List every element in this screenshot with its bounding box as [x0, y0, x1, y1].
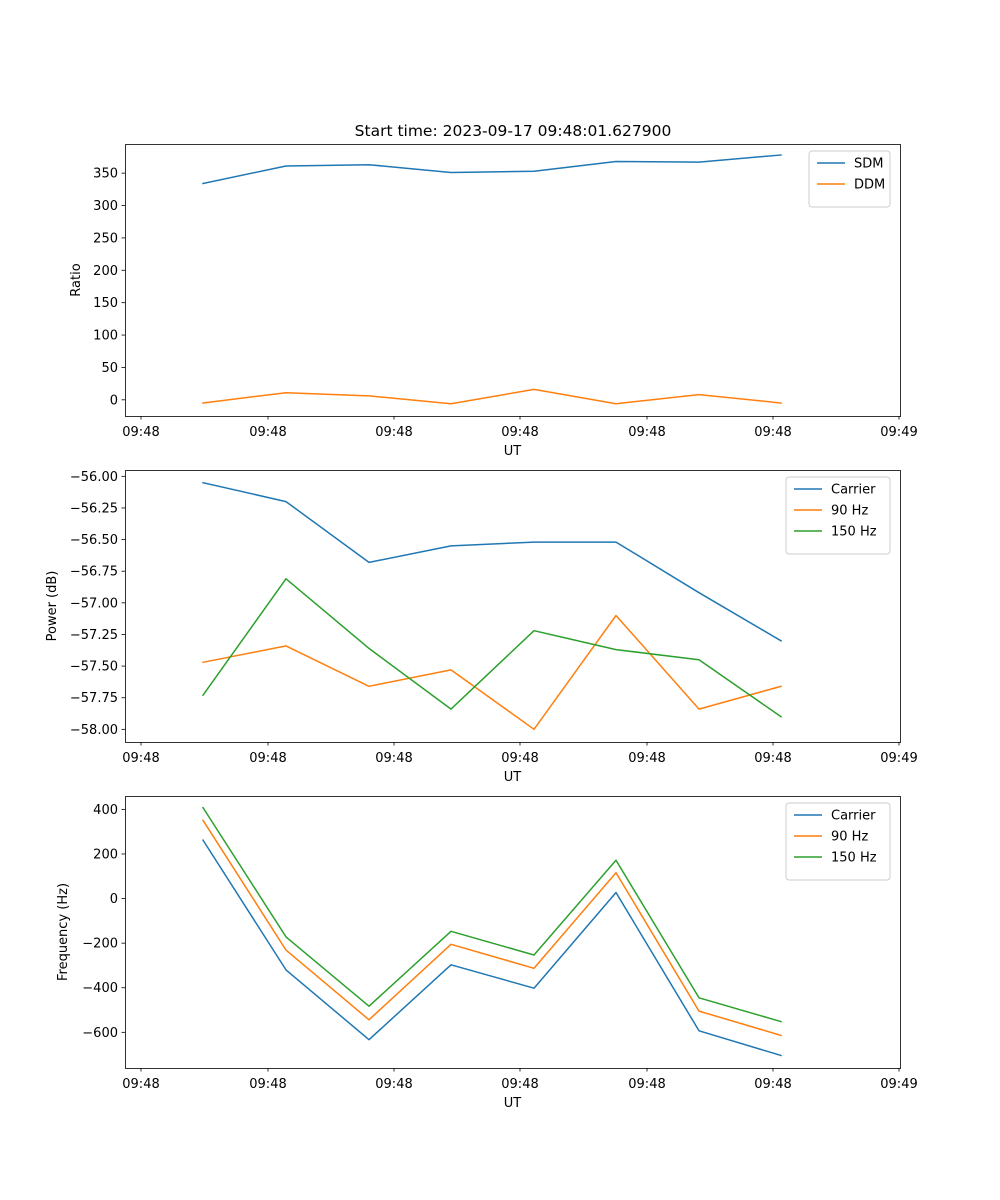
plots-group: 0 50 100 150 200 250 300 350 09:48 09:48 09:48 09:4… — [45, 144, 918, 1111]
series-line-ddm — [202, 388, 782, 405]
y-tick-label: 350 — [93, 167, 118, 182]
x-tick-label: 09:49 — [880, 751, 917, 766]
x-tick-label: 09:48 — [375, 425, 412, 440]
y-tick-label: 200 — [93, 847, 118, 862]
x-tick-label: 09:48 — [754, 751, 791, 766]
y-tick-label: −56.00 — [70, 470, 118, 485]
legend: SDM DDM — [808, 150, 891, 208]
x-axis-label: UT — [504, 1096, 522, 1111]
y-tick-label: −600 — [82, 1026, 118, 1041]
x-tick-label: 09:48 — [628, 751, 665, 766]
x-tick-label: 09:48 — [249, 425, 286, 440]
x-tick-label: 09:48 — [754, 425, 791, 440]
x-tick-label: 09:48 — [501, 1077, 538, 1092]
y-axis-label: Frequency (Hz) — [56, 883, 71, 981]
y-tick-label: −200 — [82, 937, 118, 952]
legend-label: Carrier — [831, 483, 876, 498]
y-axis-label: Ratio — [69, 263, 84, 296]
y-tick-label: −57.50 — [70, 660, 118, 675]
y-axis-label: Power (dB) — [45, 571, 60, 642]
legend-label: SDM — [854, 157, 883, 172]
chart-panel-2: −58.00 −57.75 −57.50 −57.25 −57.00 −56.75 −56.… — [45, 470, 918, 785]
x-tick-label: 09:48 — [375, 1077, 412, 1092]
x-tick-label: 09:48 — [249, 751, 286, 766]
y-tick-label: −57.75 — [70, 691, 118, 706]
y-tick-label: −400 — [82, 981, 118, 996]
x-tick-label: 09:49 — [880, 1077, 917, 1092]
chart-panel-3: −600 −400 −200 0 200 400 09:48 09:48 09:48 09:48 0… — [56, 796, 918, 1111]
x-axis-label: UT — [504, 770, 522, 785]
y-tick-label: 200 — [93, 264, 118, 279]
legend-box — [808, 150, 891, 208]
x-tick-label: 09:49 — [880, 425, 917, 440]
series-line-90-hz — [201, 819, 782, 1037]
x-axis-label: UT — [504, 444, 522, 459]
legend-label: 150 Hz — [831, 851, 877, 866]
chart-panel-1: 0 50 100 150 200 250 300 350 09:48 09:48 09:48 09:4… — [69, 144, 918, 459]
plot-frame — [125, 470, 901, 743]
y-tick-label: 150 — [93, 296, 118, 311]
y-tick-label: −56.25 — [70, 501, 118, 516]
y-tick-label: 300 — [93, 199, 118, 214]
x-tick-label: 09:48 — [249, 1077, 286, 1092]
y-tick-label: 50 — [101, 361, 118, 376]
y-tick-label: −58.00 — [70, 723, 118, 738]
legend: Carrier 90 Hz 150 Hz — [785, 476, 891, 555]
x-tick-label: 09:48 — [122, 425, 159, 440]
legend-label: 90 Hz — [831, 830, 868, 845]
series-line-sdm — [202, 154, 782, 185]
series-line-150-hz — [201, 578, 783, 718]
plot-frame — [125, 144, 901, 417]
y-tick-label: 400 — [93, 803, 118, 818]
plot-frame — [125, 796, 901, 1069]
y-tick-label: 250 — [93, 231, 118, 246]
y-tick-label: −57.25 — [70, 628, 118, 643]
series-line-carrier — [201, 839, 782, 1057]
legend: Carrier 90 Hz 150 Hz — [785, 802, 891, 881]
x-tick-label: 09:48 — [501, 751, 538, 766]
x-tick-label: 09:48 — [628, 1077, 665, 1092]
figure-title: Start time: 2023-09-17 09:48:01.627900 — [355, 122, 672, 140]
legend-box — [785, 476, 891, 555]
series-line-90-hz — [202, 614, 782, 731]
legend-box — [785, 802, 891, 881]
series-line-carrier — [202, 481, 783, 642]
legend-label: 90 Hz — [831, 504, 868, 519]
legend-label: DDM — [854, 178, 885, 193]
y-tick-label: 100 — [93, 329, 118, 344]
x-tick-label: 09:48 — [754, 1077, 791, 1092]
y-tick-label: 0 — [110, 393, 118, 408]
x-tick-label: 09:48 — [628, 425, 665, 440]
y-tick-label: 0 — [110, 892, 118, 907]
x-tick-label: 09:48 — [501, 425, 538, 440]
y-tick-label: −56.75 — [70, 565, 118, 580]
y-tick-label: −56.50 — [70, 533, 118, 548]
series-line-150-hz — [201, 806, 782, 1023]
x-tick-label: 09:48 — [375, 751, 412, 766]
x-tick-label: 09:48 — [122, 1077, 159, 1092]
legend-label: Carrier — [831, 809, 876, 824]
y-tick-label: −57.00 — [70, 596, 118, 611]
x-tick-label: 09:48 — [122, 751, 159, 766]
legend-label: 150 Hz — [831, 525, 877, 540]
